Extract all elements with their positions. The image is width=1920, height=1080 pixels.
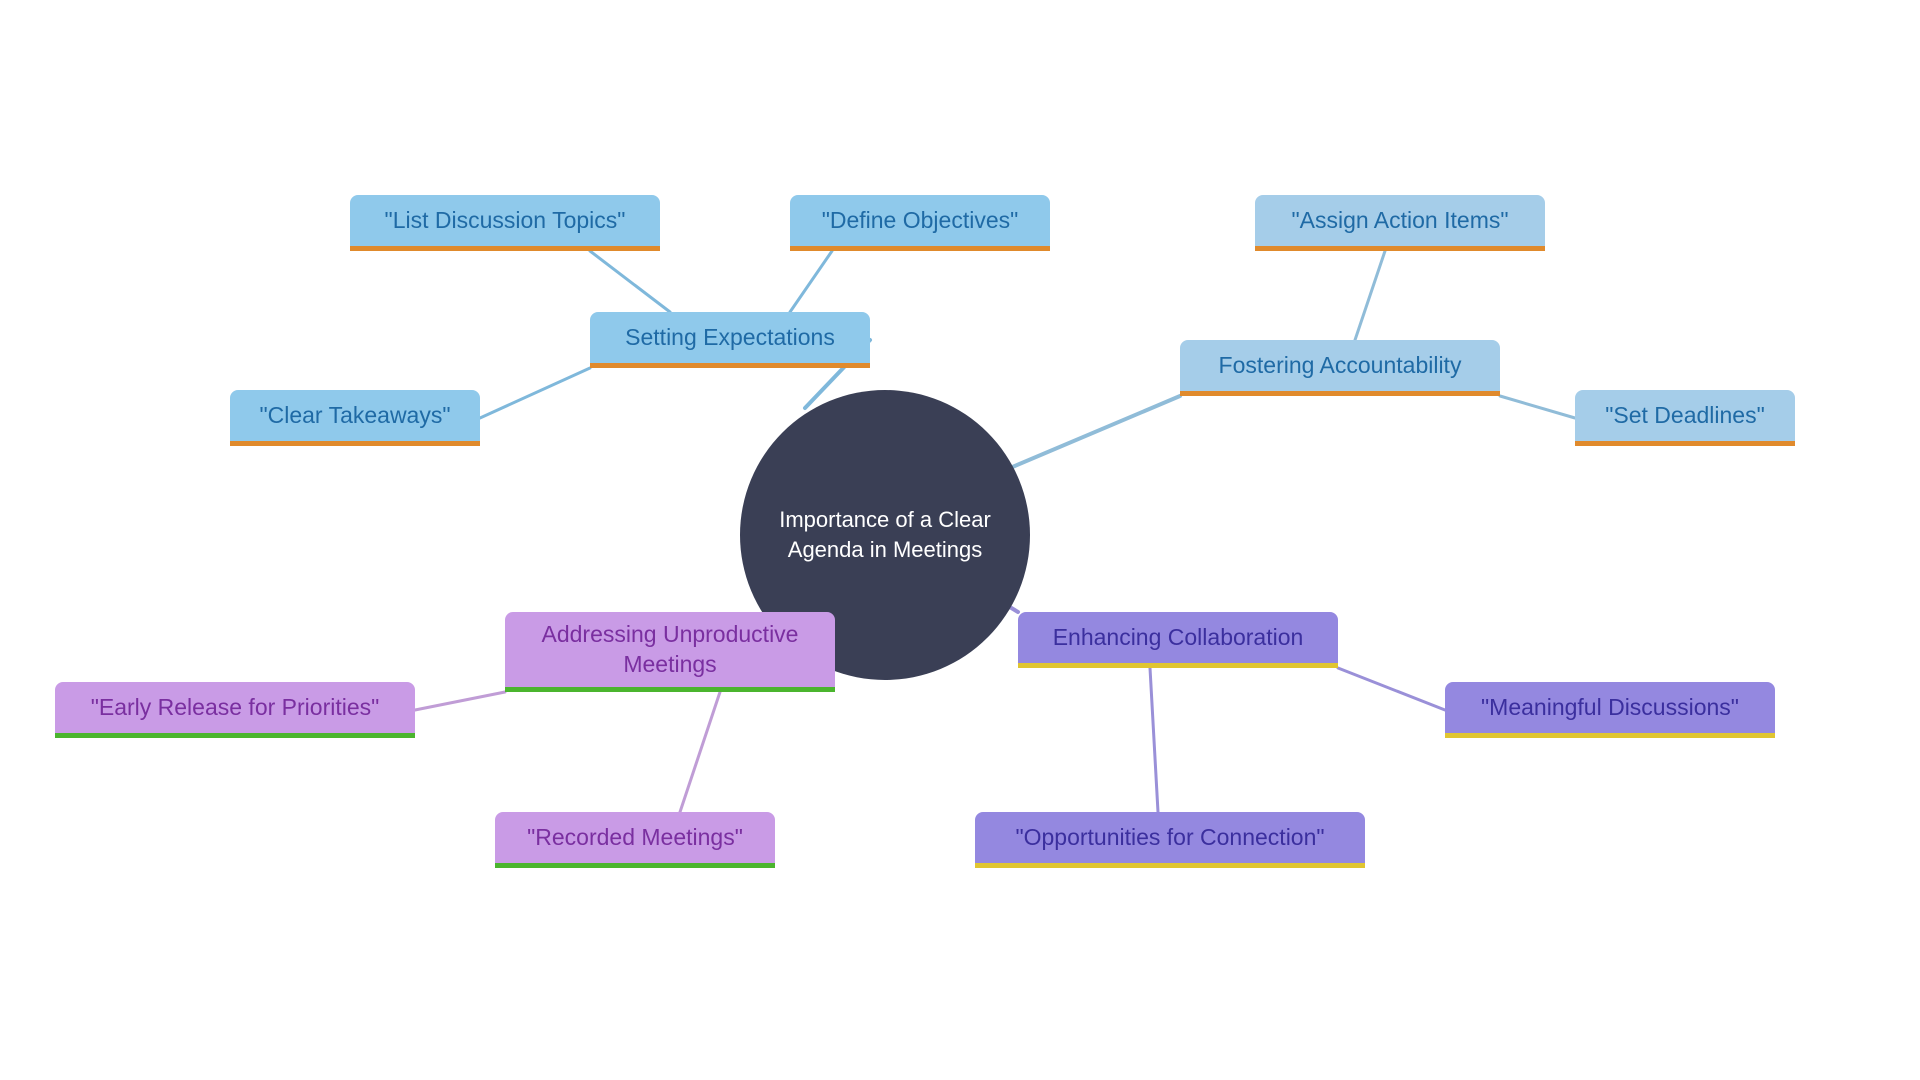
- node-opportunities: "Opportunities for Connection": [975, 812, 1365, 868]
- node-list-topics: "List Discussion Topics": [350, 195, 660, 251]
- node-early-release: "Early Release for Priorities": [55, 682, 415, 738]
- node-set-deadlines: "Set Deadlines": [1575, 390, 1795, 446]
- node-setting: Setting Expectations: [590, 312, 870, 368]
- node-addressing: Addressing Unproductive Meetings: [505, 612, 835, 692]
- center-label: Importance of a Clear Agenda in Meetings: [760, 505, 1010, 564]
- node-meaningful: "Meaningful Discussions": [1445, 682, 1775, 738]
- node-fostering: Fostering Accountability: [1180, 340, 1500, 396]
- node-assign-action: "Assign Action Items": [1255, 195, 1545, 251]
- mindmap-canvas: Importance of a Clear Agenda in Meetings…: [0, 0, 1920, 1080]
- node-recorded: "Recorded Meetings": [495, 812, 775, 868]
- node-define-obj: "Define Objectives": [790, 195, 1050, 251]
- node-clear-take: "Clear Takeaways": [230, 390, 480, 446]
- node-enhancing: Enhancing Collaboration: [1018, 612, 1338, 668]
